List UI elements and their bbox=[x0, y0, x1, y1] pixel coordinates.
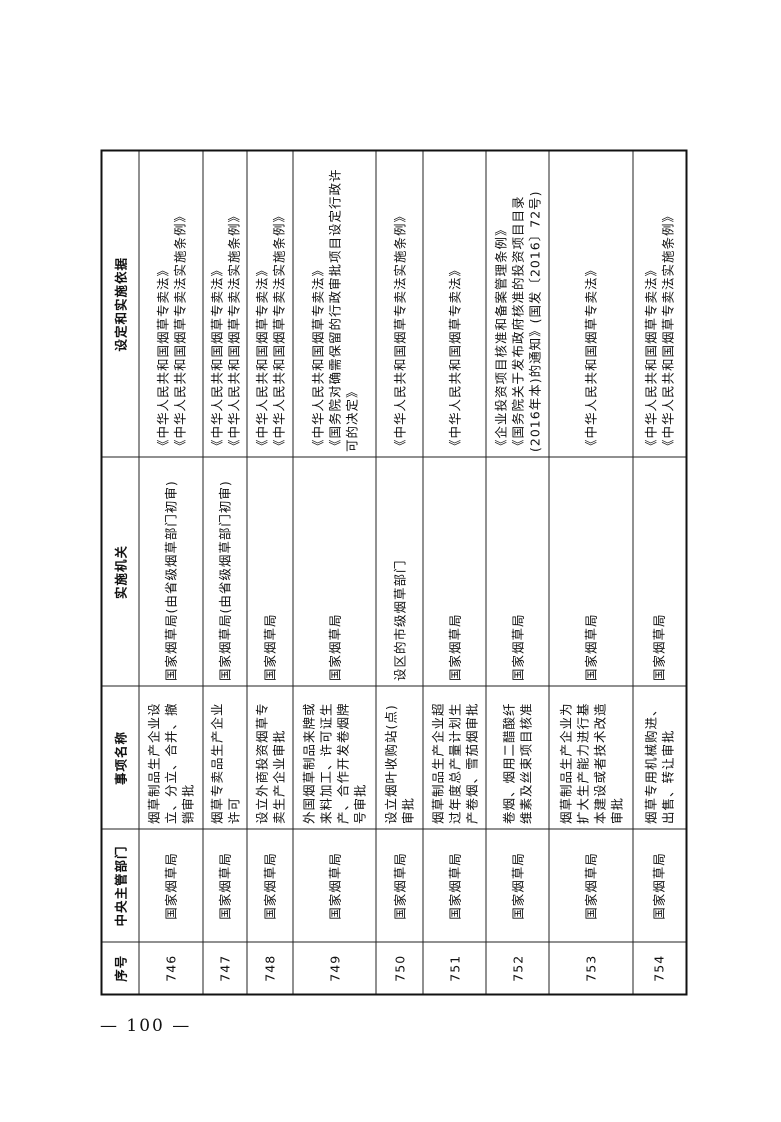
page-number: — 100 — bbox=[100, 1016, 192, 1036]
table-row: 749 国家烟草局 外国烟草制品来牌或来料加工、许可证生产、合作开发卷烟牌号审批 国家… bbox=[292, 150, 376, 994]
table-header-row: 序号 中央主管部门 事项名称 实施机关 设定和实施依据 bbox=[101, 150, 139, 994]
row-agency: 国家烟草局(由省级烟草部门初审) bbox=[202, 457, 247, 686]
table-row: 746 国家烟草局 烟草制品生产企业设立、分立、合并、撤销审批 国家烟草局(由省级烟草… bbox=[138, 150, 203, 994]
row-item-name: 烟草制品生产企业超过年度总产量计划生产卷烟、雪茄烟审批 bbox=[422, 686, 486, 829]
row-dept: 国家烟草局 bbox=[485, 829, 549, 942]
table-row: 750 国家烟草局 设立烟叶收购站(点)审批 设区的市级烟草部门 《中华人民共和国烟草专… bbox=[375, 150, 423, 994]
row-item-name: 设立烟叶收购站(点)审批 bbox=[375, 686, 423, 829]
row-basis: 《中华人民共和国烟草专卖法》 《中华人民共和国烟草专卖法实施条例》 bbox=[246, 150, 293, 457]
row-basis: 《中华人民共和国烟草专卖法》 《中华人民共和国烟草专卖法实施条例》 bbox=[202, 150, 247, 457]
row-dept: 国家烟草局 bbox=[246, 829, 293, 942]
row-agency: 设区的市级烟草部门 bbox=[375, 457, 423, 686]
table-row: 753 国家烟草局 烟草制品生产企业为扩大生产能力进行基本建设或者技术改造审批 国家烟… bbox=[548, 150, 633, 994]
row-agency: 国家烟草局 bbox=[292, 457, 376, 686]
table-row: 754 国家烟草局 烟草专用机械购进、出售、转让审批 国家烟草局 《中华人民共和国烟草专… bbox=[632, 150, 686, 994]
rotated-table-wrapper: 序号 中央主管部门 事项名称 实施机关 设定和实施依据 746 国家烟草局 烟草制品… bbox=[100, 149, 687, 995]
row-number: 753 bbox=[548, 942, 633, 994]
approval-items-table: 序号 中央主管部门 事项名称 实施机关 设定和实施依据 746 国家烟草局 烟草制品… bbox=[100, 149, 687, 995]
row-basis: 《中华人民共和国烟草专卖法》 《中华人民共和国烟草专卖法实施条例》 bbox=[632, 150, 686, 457]
row-dept: 国家烟草局 bbox=[422, 829, 486, 942]
row-basis: 《中华人民共和国烟草专卖法》 bbox=[422, 150, 486, 457]
row-dept: 国家烟草局 bbox=[548, 829, 633, 942]
row-item-name: 烟草专卖品生产企业许可 bbox=[202, 686, 247, 829]
header-dept: 中央主管部门 bbox=[101, 829, 139, 942]
header-item: 事项名称 bbox=[101, 686, 139, 829]
row-basis: 《中华人民共和国烟草专卖法》 《国务院对确需保留的行政审批项目设定行政许可的决定… bbox=[292, 150, 376, 457]
row-item-name: 烟草专用机械购进、出售、转让审批 bbox=[632, 686, 686, 829]
table-row: 748 国家烟草局 设立外商投资烟草专卖生产企业审批 国家烟草局 《中华人民共和国烟草专… bbox=[246, 150, 293, 994]
row-dept: 国家烟草局 bbox=[632, 829, 686, 942]
row-item-name: 卷烟、烟用二醋酸纤维素及丝束项目核准 bbox=[485, 686, 549, 829]
row-dept: 国家烟草局 bbox=[202, 829, 247, 942]
row-item-name: 烟草制品生产企业为扩大生产能力进行基本建设或者技术改造审批 bbox=[548, 686, 633, 829]
row-item-name: 外国烟草制品来牌或来料加工、许可证生产、合作开发卷烟牌号审批 bbox=[292, 686, 376, 829]
table-row: 747 国家烟草局 烟草专卖品生产企业许可 国家烟草局(由省级烟草部门初审) 《中华人民… bbox=[202, 150, 247, 994]
row-number: 750 bbox=[375, 942, 423, 994]
row-dept: 国家烟草局 bbox=[138, 829, 203, 942]
row-number: 749 bbox=[292, 942, 376, 994]
header-agency: 实施机关 bbox=[101, 457, 139, 686]
row-agency: 国家烟草局 bbox=[485, 457, 549, 686]
row-agency: 国家烟草局 bbox=[632, 457, 686, 686]
row-number: 748 bbox=[246, 942, 293, 994]
row-dept: 国家烟草局 bbox=[292, 829, 376, 942]
row-item-name: 设立外商投资烟草专卖生产企业审批 bbox=[246, 686, 293, 829]
header-basis: 设定和实施依据 bbox=[101, 150, 139, 457]
row-agency: 国家烟草局 bbox=[422, 457, 486, 686]
row-basis: 《中华人民共和国烟草专卖法》 《中华人民共和国烟草专卖法实施条例》 bbox=[138, 150, 203, 457]
row-basis: 《中华人民共和国烟草专卖法》 bbox=[548, 150, 633, 457]
row-number: 752 bbox=[485, 942, 549, 994]
row-basis: 《中华人民共和国烟草专卖法实施条例》 bbox=[375, 150, 423, 457]
row-number: 751 bbox=[422, 942, 486, 994]
row-number: 747 bbox=[202, 942, 247, 994]
row-agency: 国家烟草局 bbox=[548, 457, 633, 686]
row-dept: 国家烟草局 bbox=[375, 829, 423, 942]
row-number: 746 bbox=[138, 942, 203, 994]
row-number: 754 bbox=[632, 942, 686, 994]
row-basis: 《企业投资项目核准和备案管理条例》 《国务院关于发布政府核准的投资项目目录(20… bbox=[485, 150, 549, 457]
row-item-name: 烟草制品生产企业设立、分立、合并、撤销审批 bbox=[138, 686, 203, 829]
row-agency: 国家烟草局(由省级烟草部门初审) bbox=[138, 457, 203, 686]
table-row: 751 国家烟草局 烟草制品生产企业超过年度总产量计划生产卷烟、雪茄烟审批 国家烟草局… bbox=[422, 150, 486, 994]
row-agency: 国家烟草局 bbox=[246, 457, 293, 686]
header-no: 序号 bbox=[101, 942, 139, 994]
table-row: 752 国家烟草局 卷烟、烟用二醋酸纤维素及丝束项目核准 国家烟草局 《企业投资项目核准… bbox=[485, 150, 549, 994]
